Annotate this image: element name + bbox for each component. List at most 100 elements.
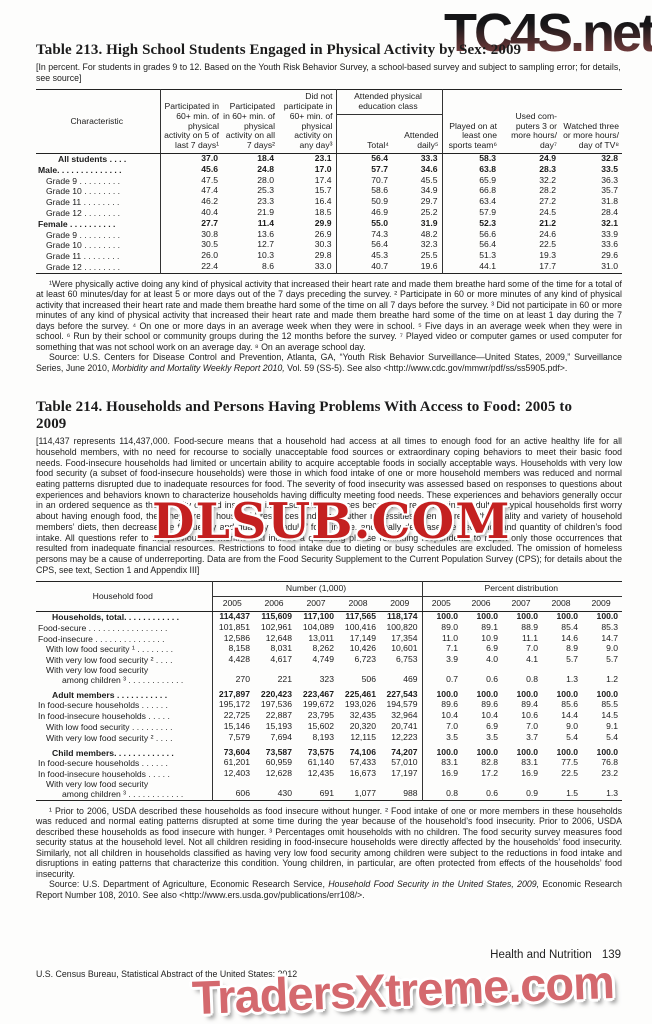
cell: 29.9 [314,218,332,228]
cell: 16.4 [314,197,332,207]
table213-source-text: Source: U.S. Centers for Disease Control… [36,352,622,373]
cell: 28.0 [257,175,274,185]
cell: 89.6 [421,700,463,712]
cell: 58.3 [441,153,500,165]
cell: 22,887 [265,711,292,721]
cell: 25.2 [420,207,438,217]
cell: 17.2 [481,769,499,779]
cell: 10.9 [481,633,499,643]
col-header-year: 2007 [296,596,338,612]
cell: 0.9 [526,787,539,798]
cell: 19.6 [420,261,438,271]
row-label: In food-secure households . . . . . . [38,758,168,769]
table213: Characteristic Participated in 60+ min. … [36,89,622,274]
cell: 0.8 [421,779,463,801]
cell: 10,426 [349,644,376,654]
cell: 89.4 [521,700,539,710]
table213-source: Source: U.S. Centers for Disease Control… [36,352,622,373]
cell: 7.0 [526,721,539,731]
cell: 22,725 [211,711,254,722]
table-row: Male. . . . . . . . . . . . . . 45.6 24.8 1… [36,164,622,176]
cell: 115,609 [261,611,292,621]
cell: 21.9 [257,207,274,217]
cell: 1.5 [566,787,579,798]
cell: 3.7 [526,732,539,742]
cell: 14.4 [561,711,579,721]
cell: 65.9 [441,175,500,187]
cell: 12,403 [211,769,254,780]
cell: 24.6 [539,229,556,239]
cell: 32.3 [420,240,438,250]
cell: 45.3 [335,251,392,262]
cell: 17.7 [539,261,556,271]
cell: 24.8 [257,164,274,174]
cell: 469 [403,673,418,684]
cell: 8,031 [270,644,292,654]
cell: 32.8 [601,153,618,163]
cell: 14.6 [561,633,579,643]
col-header-pe-class-span: Attended physical education class [335,89,442,115]
cell: 0.7 [421,665,463,686]
table-row: With very low food security ² . . . . 4,4… [36,655,622,666]
cell: 100.0 [556,746,579,757]
cell: 195,172 [211,700,254,712]
table-row: Households, total. . . . . . . . . . . .… [36,611,622,623]
cell: 12,115 [350,732,376,742]
table-row: Grade 10 . . . . . . . . 47.4 25.3 15.7 58.6… [36,186,622,198]
cell: 40.7 [335,261,392,274]
cell: 19.3 [539,251,556,261]
cell: 199,672 [302,700,334,710]
cell: 100.0 [476,688,499,699]
cell: 28.2 [539,186,556,196]
cell: 8.6 [262,261,274,271]
source-imprint: U.S. Census Bureau, Statistical Abstract… [36,969,298,979]
row-label: Grade 11 . . . . . . . . [46,251,120,262]
cell: 23,795 [307,711,334,721]
cell: 17.0 [314,164,332,174]
cell: 4,428 [211,655,254,666]
table214-source-suffix: Economic Research Report Number 108, 201… [36,879,622,900]
col-header-household-food: Household food [36,581,212,612]
cell: 6.9 [486,644,499,654]
cell: 85.5 [601,700,619,710]
cell: 31.9 [420,218,438,228]
table213-source-suffix: Vol. 59 (SS-5). See also <http://www.cdc… [284,362,568,373]
table214-intro-note: [114,437 represents 114,437,000. Food-se… [36,436,622,575]
cell: 34.6 [420,164,438,174]
cell: 22.4 [159,261,222,274]
cell: 48.2 [420,229,438,239]
cell: 77.5 [561,758,579,768]
cell: 37.0 [159,153,222,165]
cell: 3.9 [421,655,463,666]
cell: 26.9 [314,229,332,239]
cell: 46.9 [335,207,392,219]
cell: 12.7 [257,240,274,250]
cell: 17.4 [314,175,332,185]
cell: 217,897 [211,685,254,701]
cell: 1.3 [606,787,619,798]
cell: 13,011 [308,633,334,643]
cell: 57,010 [391,758,418,768]
cell: 100.0 [596,688,619,699]
cell: 5.7 [606,655,619,665]
table214: Household food Number (1,000) Percent di… [36,581,623,801]
cell: 1,077 [354,787,376,798]
cell: 15.7 [314,186,332,196]
row-label: Food-insecure . . . . . . . . . . . . . … [38,633,165,644]
cell: 13.6 [257,229,274,239]
cell: 32,435 [349,711,376,721]
cell: 17,354 [391,633,418,643]
table214-title: Table 214. Households and Persons Having… [36,399,573,433]
cell: 18.5 [314,207,332,217]
col-group-number: Number (1,000) [211,581,423,598]
table213-title: Table 213. High School Students Engaged … [36,42,522,58]
row-label: Grade 11 . . . . . . . . [46,197,120,208]
cell: 82.8 [481,758,499,768]
cell: 6,723 [354,655,376,665]
cell: 7,694 [270,732,292,742]
cell: 197,536 [260,700,292,710]
cell: 101,851 [211,622,254,634]
cell: 88.9 [521,622,539,632]
cell: 21.2 [539,218,556,228]
running-head: Health and Nutrition 139 [490,949,621,961]
